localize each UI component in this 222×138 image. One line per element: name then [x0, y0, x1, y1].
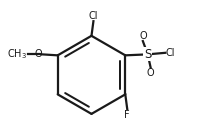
Text: Cl: Cl	[166, 48, 175, 58]
Text: O: O	[34, 49, 42, 59]
Text: O: O	[147, 68, 155, 78]
Text: CH$_3$: CH$_3$	[7, 47, 27, 61]
Text: O: O	[139, 30, 147, 41]
Text: S: S	[144, 48, 151, 61]
Text: Cl: Cl	[89, 11, 98, 21]
Text: F: F	[124, 110, 130, 120]
